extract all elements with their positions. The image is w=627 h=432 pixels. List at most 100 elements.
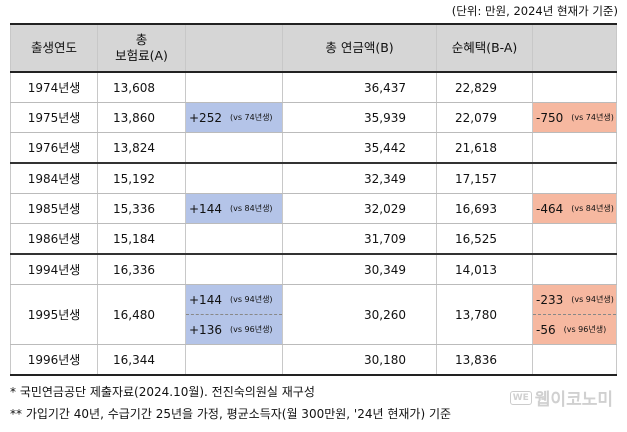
pension-cell: 32,029: [282, 193, 437, 224]
table-row: 1975년생 13,860 +252 (vs 74년생) 35,939 22,079 -75…: [10, 102, 617, 133]
birth-year-cell: 1985년생: [10, 193, 98, 224]
premium-cell: 15,336: [97, 193, 186, 224]
net-benefit-cell: 21,618: [436, 132, 533, 164]
diff-note: (vs 94년생): [571, 295, 614, 304]
watermark: WE 웹이코노미: [509, 385, 613, 410]
header-total-premium: 총 보험료(A): [97, 23, 186, 73]
table-row: 1996년생 16,344 30,180 13,836: [10, 344, 617, 376]
premium-cell: 13,608: [97, 72, 186, 103]
net-diff-cell: [532, 132, 617, 164]
table-header-row: 출생연도 총 보험료(A) 총 연금액(B) 순혜택(B-A): [10, 23, 617, 73]
premium-diff-cell: [185, 344, 283, 376]
premium-cell: 16,336: [97, 254, 186, 285]
net-diff-cell-entry: -56 (vs 96년생): [533, 315, 616, 344]
premium-cell: 13,824: [97, 132, 186, 164]
header-total-pension: 총 연금액(B): [282, 23, 437, 73]
diff-note: (vs 94년생): [229, 295, 273, 304]
diff-value: +144: [189, 201, 222, 216]
pension-cell: 35,939: [282, 102, 437, 133]
net-diff-cell: -233 (vs 94년생) -56 (vs 96년생): [532, 284, 617, 345]
net-benefit-cell: 16,693: [436, 193, 533, 224]
net-benefit-cell: 13,780: [436, 284, 533, 345]
pension-cell: 35,442: [282, 132, 437, 164]
header-net-benefit: 순혜택(B-A): [436, 23, 533, 73]
table-row: 1976년생 13,824 35,442 21,618: [10, 132, 617, 164]
diff-value: +252: [189, 110, 222, 125]
premium-diff-cell: [185, 72, 283, 103]
premium-diff-cell: [185, 223, 283, 255]
net-benefit-cell: 16,525: [436, 223, 533, 255]
birth-year-cell: 1995년생: [10, 284, 98, 345]
pension-cell: 36,437: [282, 72, 437, 103]
net-benefit-cell: 22,829: [436, 72, 533, 103]
premium-cell: 15,184: [97, 223, 186, 255]
net-diff-cell: -464 (vs 84년생): [532, 193, 617, 224]
pension-cell: 31,709: [282, 223, 437, 255]
net-diff-cell: [532, 163, 617, 194]
pension-table: 출생연도 총 보험료(A) 총 연금액(B) 순혜택(B-A) 1974년생 13,…: [10, 23, 617, 376]
net-diff-cell: [532, 254, 617, 285]
premium-diff-cell-entry: +136 (vs 96년생): [186, 315, 282, 344]
premium-cell: 16,344: [97, 344, 186, 376]
diff-value: -750: [536, 110, 564, 125]
premium-cell: 16,480: [97, 284, 186, 345]
premium-diff-cell-entry: +144 (vs 84년생): [186, 194, 282, 223]
unit-note: (단위: 만원, 2024년 현재가 기준): [451, 4, 618, 18]
premium-cell: 15,192: [97, 163, 186, 194]
diff-value: +136: [189, 322, 222, 337]
net-diff-cell: -750 (vs 74년생): [532, 102, 617, 133]
diff-value: -56: [536, 322, 556, 337]
diff-value: +144: [189, 292, 222, 307]
net-diff-cell-entry: -750 (vs 74년생): [533, 103, 616, 132]
premium-diff-cell: [185, 163, 283, 194]
birth-year-cell: 1984년생: [10, 163, 98, 194]
table-row: 1984년생 15,192 32,349 17,157: [10, 163, 617, 194]
table-row: 1985년생 15,336 +144 (vs 84년생) 32,029 16,693 -46…: [10, 193, 617, 224]
watermark-logo-icon: WE: [509, 390, 532, 405]
pension-cell: 32,349: [282, 163, 437, 194]
net-diff-cell-entry: -233 (vs 94년생): [533, 285, 616, 315]
diff-note: (vs 84년생): [571, 204, 614, 213]
diff-value: -464: [536, 201, 564, 216]
net-benefit-cell: 22,079: [436, 102, 533, 133]
birth-year-cell: 1975년생: [10, 102, 98, 133]
premium-diff-cell: [185, 254, 283, 285]
premium-diff-cell: [185, 132, 283, 164]
pension-cell: 30,349: [282, 254, 437, 285]
net-benefit-cell: 17,157: [436, 163, 533, 194]
net-diff-cell: [532, 72, 617, 103]
net-diff-cell-entry: -464 (vs 84년생): [533, 194, 616, 223]
birth-year-cell: 1976년생: [10, 132, 98, 164]
premium-diff-cell: +144 (vs 84년생): [185, 193, 283, 224]
pension-cell: 30,260: [282, 284, 437, 345]
premium-diff-cell: +144 (vs 94년생) +136 (vs 96년생): [185, 284, 283, 345]
net-benefit-cell: 13,836: [436, 344, 533, 376]
footnotes: * 국민연금공단 제출자료(2024.10월). 전진숙의원실 재구성 ** 가…: [10, 381, 451, 425]
table-row: 1995년생 16,480 +144 (vs 94년생) +136 (vs 96년생) 30…: [10, 284, 617, 345]
header-premium-diff: [185, 23, 283, 73]
header-net-diff: [532, 23, 617, 73]
birth-year-cell: 1974년생: [10, 72, 98, 103]
birth-year-cell: 1994년생: [10, 254, 98, 285]
diff-note: (vs 74년생): [571, 113, 614, 122]
birth-year-cell: 1986년생: [10, 223, 98, 255]
diff-note: (vs 96년생): [563, 325, 607, 334]
footnote-source: * 국민연금공단 제출자료(2024.10월). 전진숙의원실 재구성: [10, 385, 315, 399]
header-birth-year: 출생연도: [10, 23, 98, 73]
pension-cell: 30,180: [282, 344, 437, 376]
premium-diff-cell-entry: +144 (vs 94년생): [186, 285, 282, 315]
table-row: 1986년생 15,184 31,709 16,525: [10, 223, 617, 255]
footnote-assumption: ** 가입기간 40년, 수급기간 25년을 가정, 평균소득자(월 300만원…: [10, 407, 452, 421]
net-benefit-cell: 14,013: [436, 254, 533, 285]
premium-cell: 13,860: [97, 102, 186, 133]
premium-diff-cell-entry: +252 (vs 74년생): [186, 103, 282, 132]
table-row: 1974년생 13,608 36,437 22,829: [10, 72, 617, 103]
diff-note: (vs 84년생): [229, 204, 273, 213]
diff-note: (vs 96년생): [229, 325, 273, 334]
net-diff-cell: [532, 344, 617, 376]
watermark-text: 웹이코노미: [534, 390, 613, 410]
net-diff-cell: [532, 223, 617, 255]
table-row: 1994년생 16,336 30,349 14,013: [10, 254, 617, 285]
premium-diff-cell: +252 (vs 74년생): [185, 102, 283, 133]
diff-note: (vs 74년생): [229, 113, 273, 122]
